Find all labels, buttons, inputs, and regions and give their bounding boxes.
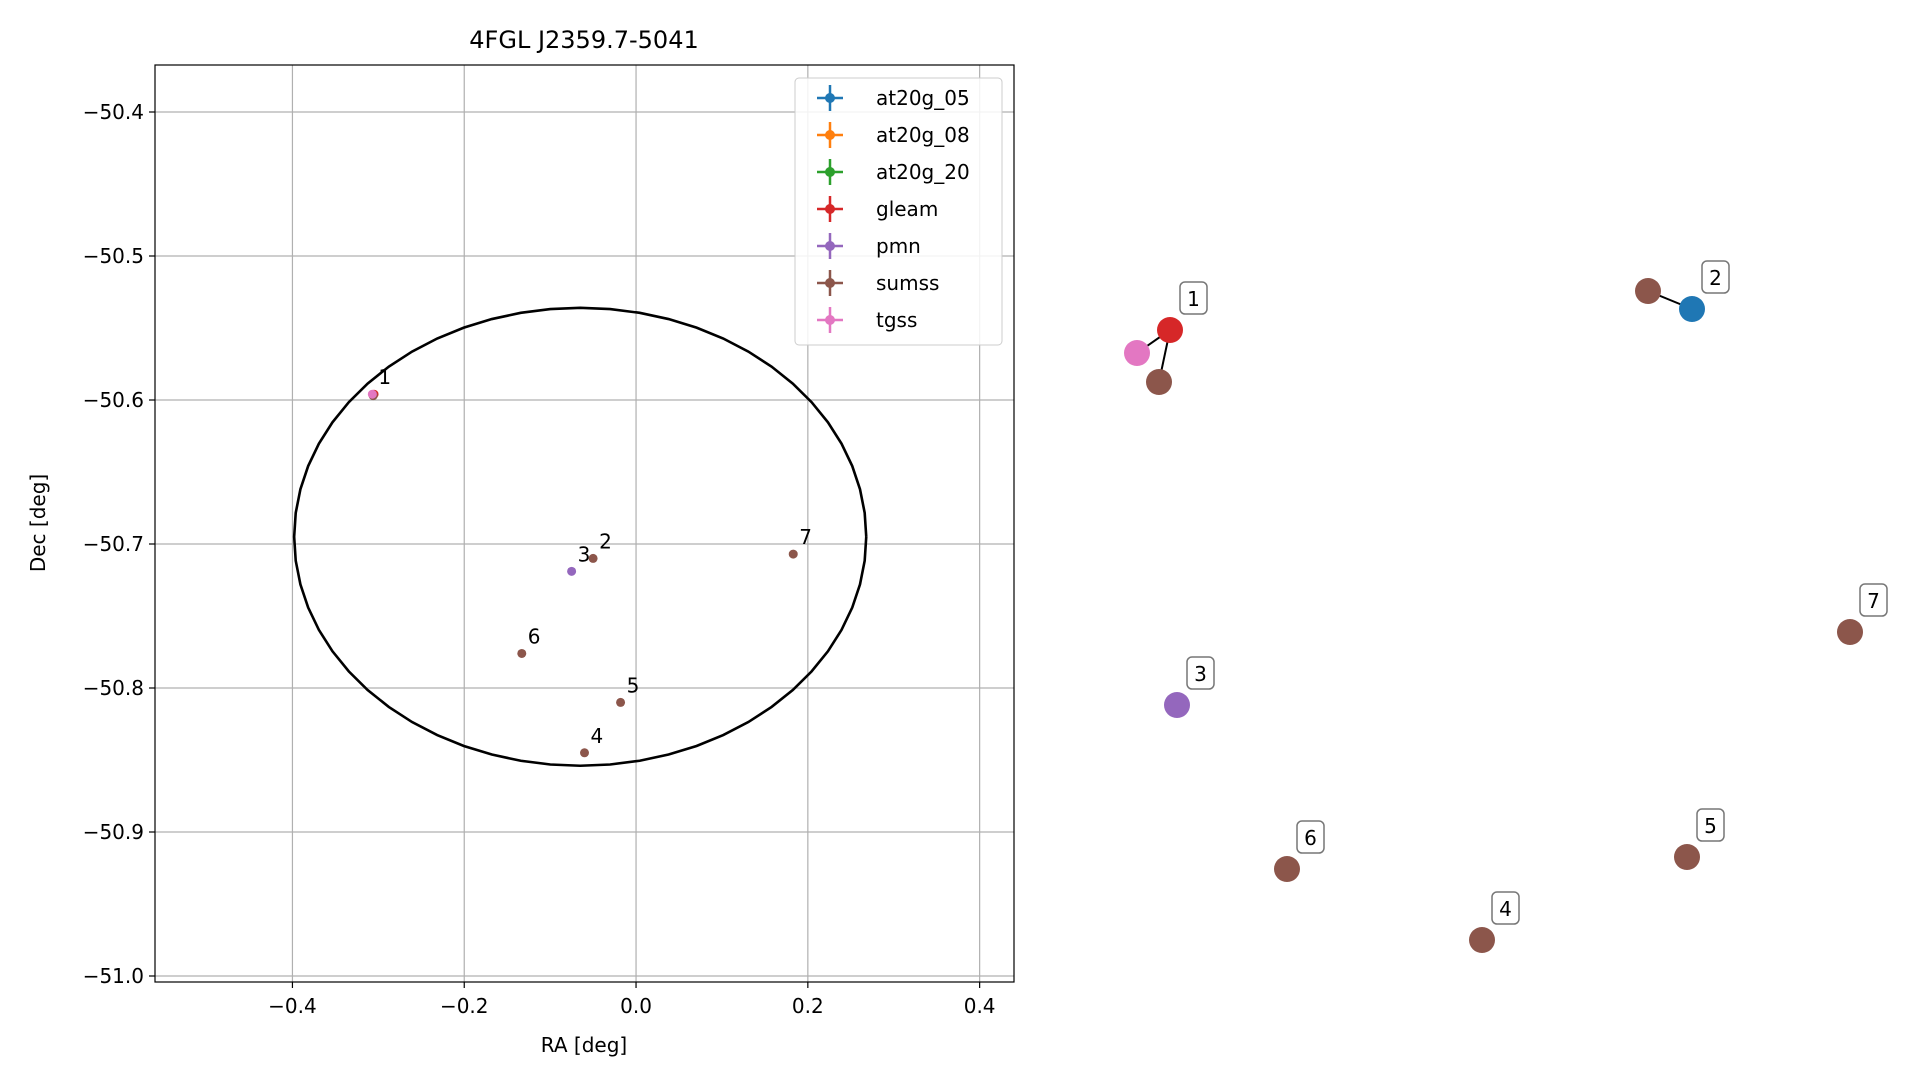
x-axis-label: RA [deg]: [541, 1033, 627, 1057]
network-node-label: 1: [1179, 281, 1208, 315]
legend-label: tgss: [876, 308, 917, 332]
network-label-text: 2: [1709, 266, 1722, 290]
point-label: 4: [591, 724, 604, 748]
network-panel: 1 2 3 4 5 6 7: [1124, 260, 1888, 953]
x-tick-label: 0.2: [792, 994, 824, 1018]
network-label-text: 1: [1187, 287, 1200, 311]
data-point-sumss: [588, 553, 598, 563]
legend-marker-dot: [825, 315, 835, 325]
legend-marker-dot: [825, 204, 835, 214]
x-tick-label: 0.0: [620, 994, 652, 1018]
plot-frame: [154, 64, 1015, 983]
x-tick-label: 0.4: [964, 994, 996, 1018]
network-node: [1157, 317, 1183, 343]
y-tick-label: −50.9: [83, 820, 144, 844]
legend-marker-dot: [825, 241, 835, 251]
legend-marker-dot: [825, 278, 835, 288]
legend-marker-dot: [825, 93, 835, 103]
network-node: [1469, 927, 1495, 953]
y-tick-label: −50.6: [83, 388, 144, 412]
points-layer: [367, 389, 798, 758]
network-node: [1837, 619, 1863, 645]
network-node: [1679, 296, 1705, 322]
network-node-label: 5: [1696, 808, 1725, 842]
point-label: 7: [799, 525, 812, 549]
network-label-text: 5: [1704, 814, 1717, 838]
y-tick-label: −50.8: [83, 676, 144, 700]
network-nodes: [1124, 278, 1863, 953]
network-label-box: [1701, 260, 1730, 294]
network-label-text: 3: [1194, 662, 1207, 686]
data-point-tgss: [367, 389, 377, 399]
grid-lines: [155, 65, 1014, 982]
network-node: [1635, 278, 1661, 304]
network-node: [1674, 844, 1700, 870]
point-label: 2: [599, 529, 612, 553]
x-tick-label: −0.4: [268, 994, 317, 1018]
legend-label: sumss: [876, 271, 939, 295]
network-label-box: [1186, 656, 1215, 690]
network-node-label: 4: [1491, 891, 1520, 925]
legend-label: at20g_20: [876, 160, 970, 184]
network-node-labels: 1 2 3 4 5 6 7: [1179, 260, 1888, 925]
x-tick-label: −0.2: [440, 994, 489, 1018]
network-label-box: [1179, 281, 1208, 315]
legend-label: pmn: [876, 234, 921, 258]
y-tick-label: −50.7: [83, 532, 144, 556]
network-label-box: [1296, 820, 1325, 854]
data-point-sumss: [616, 697, 626, 707]
network-node: [1164, 692, 1190, 718]
network-label-text: 6: [1304, 826, 1317, 850]
point-label: 5: [627, 673, 640, 697]
y-tick-label: −50.5: [83, 244, 144, 268]
error-ellipse: [292, 306, 868, 768]
tick-layer: −0.4 −0.2 0.0 0.2 0.4 −50.4 −50.5 −50.6 −50.7 −50…: [83, 100, 996, 1018]
network-node-label: 7: [1859, 583, 1888, 617]
legend-label: at20g_05: [876, 86, 970, 110]
legend-label: at20g_08: [876, 123, 970, 147]
network-label-box: [1696, 808, 1725, 842]
network-node: [1146, 369, 1172, 395]
point-label: 6: [528, 624, 541, 648]
data-point-sumss: [788, 549, 798, 559]
legend-marker-dot: [825, 167, 835, 177]
legend-label: gleam: [876, 197, 938, 221]
y-tick-label: −50.4: [83, 100, 144, 124]
point-label: 1: [378, 365, 391, 389]
network-node: [1274, 856, 1300, 882]
data-point-pmn: [567, 566, 577, 576]
network-node-label: 2: [1701, 260, 1730, 294]
error-ellipse-layer: [292, 306, 868, 768]
legend-marker-dot: [825, 130, 835, 140]
y-tick-label: −51.0: [83, 964, 144, 988]
network-node-label: 6: [1296, 820, 1325, 854]
network-label-box: [1491, 891, 1520, 925]
network-label-text: 7: [1867, 589, 1880, 613]
data-point-sumss: [517, 648, 527, 658]
legend-box: [794, 77, 1003, 346]
point-label: 3: [578, 542, 591, 566]
y-axis-label: Dec [deg]: [26, 474, 50, 572]
network-label-box: [1859, 583, 1888, 617]
network-node-label: 3: [1186, 656, 1215, 690]
network-label-text: 4: [1499, 897, 1512, 921]
chart-title: 4FGL J2359.7-5041: [469, 26, 698, 54]
network-node: [1124, 340, 1150, 366]
data-point-sumss: [580, 748, 589, 758]
